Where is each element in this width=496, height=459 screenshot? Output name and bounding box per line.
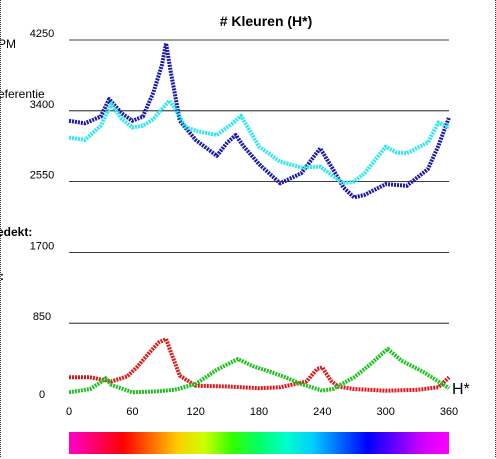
x-axis-label: H* bbox=[452, 381, 470, 398]
x-tick-4: 240 bbox=[313, 406, 331, 418]
x-tick-5: 300 bbox=[376, 406, 394, 418]
y-tick-0: 0 bbox=[39, 389, 45, 401]
x-tick-0: 0 bbox=[66, 406, 72, 418]
y-tick-2: 1700 bbox=[30, 240, 54, 252]
x-tick-3: 180 bbox=[250, 406, 268, 418]
x-tick-1: 60 bbox=[126, 406, 138, 418]
series-line-1 bbox=[68, 98, 450, 186]
series-line-2 bbox=[69, 337, 451, 393]
y-tick-1: 850 bbox=[33, 311, 51, 323]
x-tick-2: 120 bbox=[186, 406, 204, 418]
grid-lines bbox=[69, 39, 449, 324]
x-tick-6: 360 bbox=[440, 406, 458, 418]
chart-title: # Kleuren (H*) bbox=[220, 13, 313, 29]
hue-colorbar-strip bbox=[69, 432, 449, 454]
hue-colorbar bbox=[69, 432, 449, 454]
y-tick-5: 4250 bbox=[30, 28, 54, 40]
y-tick-3: 2550 bbox=[30, 170, 54, 182]
series-line-0 bbox=[68, 41, 451, 200]
cropped-label-referentie: eferentie bbox=[0, 87, 45, 101]
cropped-label-pm: PM bbox=[0, 37, 16, 51]
y-tick-labels: 0 850 1700 2550 3400 4250 bbox=[30, 28, 54, 401]
cropped-label-colon: : bbox=[0, 269, 4, 283]
series-lines bbox=[68, 41, 451, 395]
series-line-3 bbox=[68, 347, 451, 395]
x-tick-labels: 0 60 120 180 240 300 360 bbox=[66, 406, 458, 418]
cropped-label-gedekt: edekt: bbox=[0, 225, 32, 239]
y-tick-4: 3400 bbox=[30, 99, 54, 111]
